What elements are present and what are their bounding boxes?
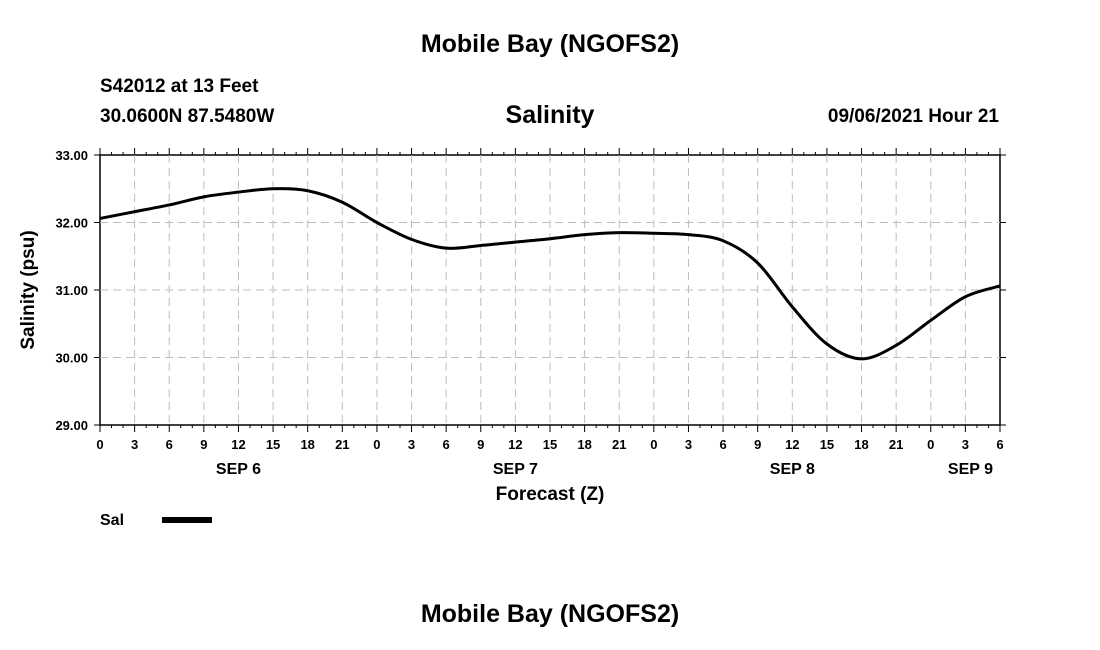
legend-label: Sal (100, 512, 124, 529)
axis-ticks (94, 148, 1006, 432)
x-tick-label: 3 (408, 437, 415, 452)
date-label: SEP 6 (216, 461, 261, 478)
footer-title: Mobile Bay (NGOFS2) (420, 600, 680, 628)
x-tick-label: 0 (96, 437, 103, 452)
y-tick-label: 29.00 (55, 418, 88, 433)
x-tick-label: 18 (577, 437, 591, 452)
x-tick-label: 21 (889, 437, 903, 452)
salinity-series-line (99, 187, 1001, 361)
series-layer (99, 187, 1001, 361)
x-tick-label: 15 (820, 437, 834, 452)
x-tick-label: 9 (754, 437, 761, 452)
x-tick-label: 0 (927, 437, 934, 452)
y-axis-label: Salinity (psu) (18, 230, 39, 349)
date-label: SEP 8 (770, 461, 815, 478)
x-tick-label: 9 (200, 437, 207, 452)
tick-labels: 29.00 30.00 31.00 32.00 33.00 0 3 6 9 12 15 18 21 0 3 6… (55, 148, 1003, 478)
y-tick-label: 33.00 (55, 148, 88, 163)
x-tick-label: 6 (166, 437, 173, 452)
y-tick-label: 30.00 (55, 351, 88, 366)
x-tick-label: 3 (131, 437, 138, 452)
x-tick-label: 6 (719, 437, 726, 452)
x-axis-label: Forecast (Z) (496, 484, 605, 505)
coordinates-label: 30.0600N 87.5480W (100, 106, 275, 127)
page-title: Mobile Bay (NGOFS2) (420, 30, 680, 58)
x-tick-label: 0 (650, 437, 657, 452)
date-label: SEP 7 (493, 461, 538, 478)
x-tick-label: 12 (785, 437, 799, 452)
y-tick-label: 32.00 (55, 216, 88, 231)
x-tick-label: 3 (685, 437, 692, 452)
station-label: S42012 at 13 Feet (100, 76, 259, 97)
x-tick-label: 6 (443, 437, 450, 452)
chart-title: Salinity (505, 101, 595, 129)
x-tick-label: 18 (854, 437, 868, 452)
x-tick-label: 21 (335, 437, 349, 452)
x-tick-label: 3 (962, 437, 969, 452)
y-tick-label: 31.00 (55, 283, 88, 298)
x-tick-label: 9 (477, 437, 484, 452)
x-tick-label: 0 (373, 437, 380, 452)
x-tick-label: 6 (996, 437, 1003, 452)
x-tick-label: 15 (266, 437, 280, 452)
x-tick-label: 12 (231, 437, 245, 452)
x-tick-label: 12 (508, 437, 522, 452)
x-tick-label: 21 (612, 437, 626, 452)
x-tick-label: 18 (300, 437, 314, 452)
grid-lines (100, 155, 1000, 425)
datetime-label: 09/06/2021 Hour 21 (827, 106, 999, 127)
date-label: SEP 9 (948, 461, 993, 478)
x-tick-label: 15 (543, 437, 557, 452)
